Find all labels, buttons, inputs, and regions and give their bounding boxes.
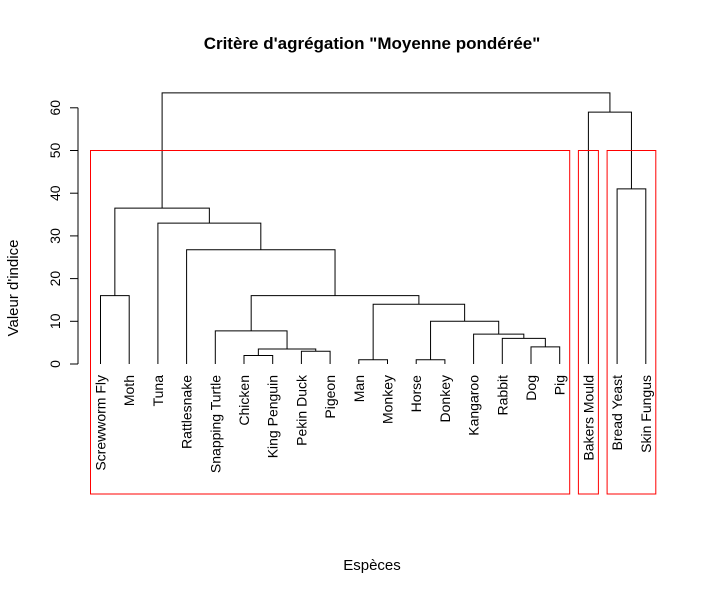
dendrogram-branch	[250, 295, 420, 331]
dendrogram-branch	[114, 207, 210, 296]
cluster-box	[606, 150, 657, 495]
dendrogram-branch	[415, 359, 446, 364]
leaf-label: Bread Yeast	[609, 375, 625, 451]
y-tick-label: 40	[47, 185, 63, 201]
leaf-label: Pekin Duck	[293, 374, 309, 446]
leaf-label: Rabbit	[494, 375, 510, 416]
leaf-label: King Penguin	[265, 375, 281, 458]
dendrogram-branch	[300, 350, 331, 364]
dendrogram-branch	[501, 337, 546, 364]
y-axis-label: Valeur d'indice	[5, 240, 22, 337]
dendrogram-branch	[157, 222, 262, 364]
leaf-label: Pigeon	[322, 375, 338, 419]
leaf-label: Moth	[121, 375, 137, 406]
y-tick-label: 0	[47, 360, 63, 368]
dendrogram-branch	[257, 348, 317, 356]
leaf-label: Man	[351, 375, 367, 402]
cluster-box	[577, 150, 599, 495]
dendrogram-branch	[530, 346, 561, 364]
leaf-label: Dog	[523, 375, 539, 401]
leaf-label: Screwworm Fly	[93, 375, 109, 471]
dendrogram-branch	[243, 354, 274, 364]
leaf-label: Bakers Mould	[580, 375, 596, 461]
leaf-label: Monkey	[380, 375, 396, 424]
dendrogram-branch	[372, 303, 466, 360]
dendrogram-branch	[214, 330, 288, 364]
leaf-label: Pig	[552, 375, 568, 395]
y-tick-label: 50	[47, 143, 63, 159]
dendrogram-branch	[186, 249, 336, 364]
dendrogram-branch	[616, 188, 647, 364]
y-tick-label: 60	[47, 100, 63, 116]
leaf-label: Chicken	[236, 375, 252, 426]
y-axis: 0 10 20 30 40 50 60	[47, 100, 79, 368]
cluster-box	[90, 150, 571, 495]
leaf-label: Donkey	[437, 375, 453, 422]
leaf-label: Skin Fungus	[638, 375, 654, 453]
leaf-labels: Screwworm Fly Moth Tuna Rattlesnake Snapping…	[93, 374, 654, 473]
dendrogram-branch	[587, 111, 632, 364]
y-tick-label: 10	[47, 313, 63, 329]
cluster-boxes	[90, 150, 657, 495]
leaf-label: Horse	[408, 375, 424, 413]
chart-title: Critère d'agrégation "Moyenne pondérée"	[204, 34, 541, 53]
dendrogram-branches	[100, 92, 647, 364]
y-tick-label: 30	[47, 228, 63, 244]
dendrogram-branch	[358, 359, 388, 364]
x-axis-label: Espèces	[343, 557, 401, 574]
dendrogram-branch	[100, 295, 130, 364]
leaf-label: Kangaroo	[466, 375, 482, 436]
leaf-label: Snapping Turtle	[207, 375, 223, 473]
leaf-label: Tuna	[150, 375, 166, 407]
y-tick-label: 20	[47, 271, 63, 287]
dendrogram-branch	[430, 320, 500, 360]
leaf-label: Rattlesnake	[179, 375, 195, 449]
